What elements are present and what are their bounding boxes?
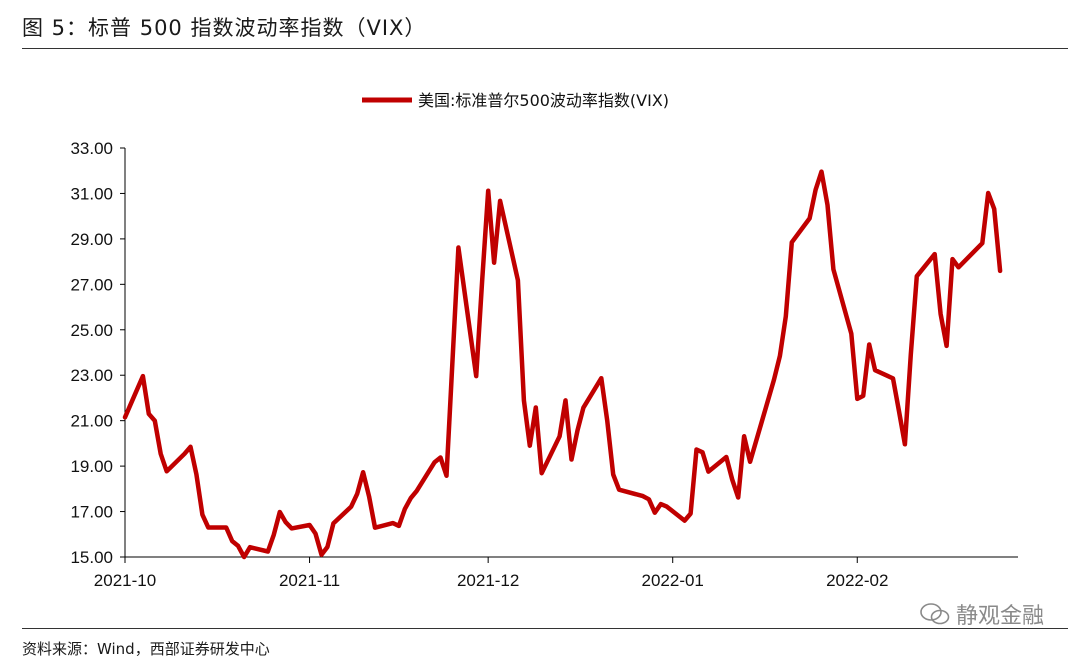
- x-axis: 2021-10 2021-11 2021-12 2022-01 2022-02: [94, 556, 1018, 590]
- legend: 美国:标准普尔500波动率指数(VIX): [362, 91, 669, 110]
- y-tick-label: 23.00: [70, 366, 113, 385]
- y-axis: 15.00 17.00 19.00 21.00 23.00 25.00 27.00 29.00…: [70, 139, 126, 567]
- series-line-vix: [122, 169, 1003, 560]
- figure-title: 图 5：标普 500 指数波动率指数（VIX）: [22, 16, 427, 40]
- watermark-text: 静观金融: [955, 604, 1044, 629]
- y-tick-label: 25.00: [70, 321, 113, 340]
- x-tick-label: 2021-10: [94, 571, 156, 590]
- vix-line-chart: 美国:标准普尔500波动率指数(VIX) 15.00 17.00 19.00 21.0…: [70, 91, 1018, 590]
- title-divider: [22, 48, 1068, 49]
- source-note: 资料来源：Wind，西部证券研发中心: [22, 640, 270, 658]
- legend-label: 美国:标准普尔500波动率指数(VIX): [418, 91, 669, 110]
- y-tick-label: 33.00: [70, 139, 113, 158]
- wechat-icon: [920, 603, 950, 625]
- y-tick-label: 21.00: [70, 412, 113, 431]
- source-divider: [22, 628, 1068, 629]
- y-tick-label: 31.00: [70, 184, 113, 203]
- watermark: 静观金融: [920, 598, 1044, 630]
- y-tick-label: 29.00: [70, 230, 113, 249]
- x-tick-label: 2021-12: [457, 571, 519, 590]
- y-tick-label: 19.00: [70, 457, 113, 476]
- y-tick-label: 27.00: [70, 275, 113, 294]
- x-tick-label: 2021-11: [279, 571, 340, 590]
- x-tick-label: 2022-01: [642, 571, 704, 590]
- y-tick-label: 15.00: [70, 548, 113, 567]
- x-tick-label: 2022-02: [826, 571, 888, 590]
- y-tick-label: 17.00: [70, 503, 113, 522]
